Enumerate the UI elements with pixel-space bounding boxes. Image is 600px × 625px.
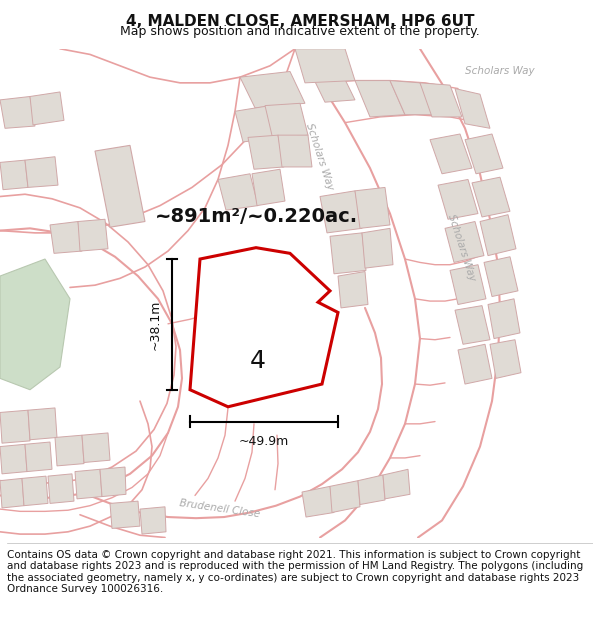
Polygon shape: [320, 191, 362, 233]
Polygon shape: [0, 96, 35, 128]
Polygon shape: [218, 174, 258, 210]
Polygon shape: [438, 179, 478, 219]
Polygon shape: [0, 444, 27, 474]
Polygon shape: [25, 442, 52, 472]
Polygon shape: [362, 228, 393, 268]
Polygon shape: [235, 106, 278, 142]
Polygon shape: [302, 486, 334, 517]
Polygon shape: [455, 89, 490, 128]
Polygon shape: [465, 134, 503, 174]
Text: ~891m²/~0.220ac.: ~891m²/~0.220ac.: [155, 208, 358, 226]
Polygon shape: [355, 81, 405, 117]
Polygon shape: [25, 157, 58, 188]
Polygon shape: [240, 71, 305, 108]
Polygon shape: [78, 219, 108, 251]
Polygon shape: [358, 475, 385, 504]
Polygon shape: [310, 69, 355, 102]
Polygon shape: [480, 215, 516, 256]
Polygon shape: [30, 92, 64, 125]
Polygon shape: [458, 344, 492, 384]
Polygon shape: [0, 410, 30, 443]
Polygon shape: [330, 481, 360, 512]
Polygon shape: [100, 467, 126, 497]
Polygon shape: [338, 271, 368, 308]
Polygon shape: [22, 476, 48, 506]
Text: Scholars Way: Scholars Way: [446, 213, 478, 282]
Text: Scholars Way: Scholars Way: [304, 122, 335, 191]
Polygon shape: [50, 221, 82, 253]
Polygon shape: [95, 146, 145, 228]
Polygon shape: [190, 248, 338, 407]
Text: Contains OS data © Crown copyright and database right 2021. This information is : Contains OS data © Crown copyright and d…: [7, 549, 583, 594]
Polygon shape: [48, 474, 74, 503]
Polygon shape: [110, 501, 140, 528]
Polygon shape: [445, 221, 484, 262]
Polygon shape: [82, 433, 110, 462]
Polygon shape: [28, 408, 57, 440]
Polygon shape: [455, 306, 490, 344]
Polygon shape: [0, 160, 28, 190]
Polygon shape: [265, 103, 308, 139]
Text: 4, MALDEN CLOSE, AMERSHAM, HP6 6UT: 4, MALDEN CLOSE, AMERSHAM, HP6 6UT: [126, 14, 474, 29]
Text: ~38.1m: ~38.1m: [149, 299, 162, 349]
Text: Map shows position and indicative extent of the property.: Map shows position and indicative extent…: [120, 25, 480, 38]
Text: Brudenell Close: Brudenell Close: [179, 499, 261, 520]
Text: Scholars Way: Scholars Way: [465, 66, 535, 76]
Polygon shape: [330, 233, 366, 274]
Polygon shape: [75, 469, 102, 499]
Text: 4: 4: [250, 349, 266, 373]
Polygon shape: [490, 340, 521, 378]
Polygon shape: [252, 169, 285, 206]
Polygon shape: [55, 435, 84, 466]
Polygon shape: [248, 135, 284, 169]
Polygon shape: [484, 257, 518, 296]
Polygon shape: [383, 469, 410, 499]
Polygon shape: [430, 134, 472, 174]
Polygon shape: [140, 507, 166, 534]
Polygon shape: [0, 478, 24, 508]
Polygon shape: [295, 49, 355, 83]
Polygon shape: [420, 83, 462, 117]
Polygon shape: [355, 188, 390, 228]
Text: ~49.9m: ~49.9m: [239, 435, 289, 448]
Polygon shape: [488, 299, 520, 339]
Polygon shape: [0, 259, 70, 390]
Polygon shape: [450, 265, 486, 304]
Polygon shape: [390, 81, 435, 114]
Polygon shape: [278, 135, 312, 167]
Polygon shape: [472, 177, 510, 217]
